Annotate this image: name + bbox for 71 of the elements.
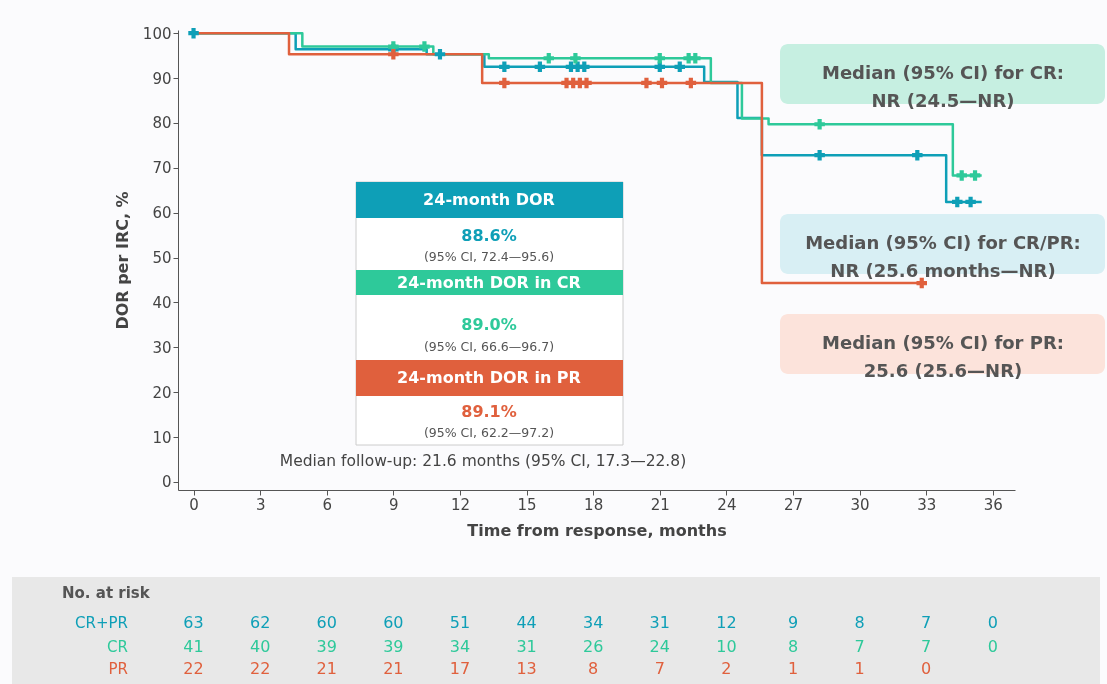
x-tick-label: 12: [450, 495, 471, 514]
annotation: (95% CI, 66.6—96.7): [423, 339, 555, 354]
annotation: (95% CI, 62.2—97.2): [423, 425, 555, 440]
text: CR+PR: [75, 614, 128, 632]
y-tick-label: 50: [152, 249, 172, 268]
point: [581, 77, 592, 89]
point: [579, 61, 590, 73]
text: No. at risk: [62, 584, 151, 602]
y-tick-label: 40: [152, 293, 172, 312]
annotation: Median (95% CI) for PR: 25.6 (25.6—NR): [822, 332, 1064, 381]
y-tick-label: 20: [152, 383, 172, 402]
annotation: 89.1%: [461, 402, 517, 421]
x-tick-label: 18: [584, 495, 604, 514]
y-tick-label: 80: [152, 114, 172, 133]
annotation: 24-month DOR in PR: [397, 368, 581, 387]
point: [965, 196, 976, 208]
x-tick-label: 3: [255, 495, 266, 514]
x-tick-label: 33: [917, 495, 937, 514]
annotation: 24-month DOR in CR: [397, 272, 581, 292]
point: [419, 41, 430, 52]
text: 63 62 60 60 51 44 34 31 12 9 8 7 0: [183, 613, 998, 632]
x-tick-label: 9: [389, 495, 399, 514]
point: [956, 170, 967, 181]
x-axis-title: Time from response, months: [467, 520, 727, 540]
text: 22 22 21 21 17 13 8 7 2 1 1 0: [183, 659, 932, 678]
point: [690, 53, 701, 64]
point: [570, 53, 581, 64]
point: [814, 119, 825, 130]
x-tick-label: 6: [322, 495, 333, 514]
y-tick-label: 60: [152, 204, 172, 223]
point: [388, 48, 399, 60]
x-tick-label: 15: [517, 495, 537, 514]
point: [641, 77, 652, 89]
y-axis-title: DOR per IRC, %: [112, 191, 132, 330]
x-tick-label: 0: [189, 495, 199, 514]
y-tick-label: 10: [152, 428, 172, 447]
y-tick-label: 100: [142, 24, 172, 43]
x-tick-label: 24: [717, 495, 737, 514]
text: CR: [107, 638, 128, 656]
point: [534, 61, 546, 73]
point: [674, 61, 685, 73]
x-tick-label: 30: [850, 495, 870, 514]
x-tick-label: 21: [650, 495, 670, 514]
point: [916, 277, 927, 289]
annotation: 88.6%: [461, 226, 517, 245]
annotation: Median (95% CI) for CR: NR (24.5—NR): [822, 62, 1064, 111]
point: [654, 53, 666, 64]
y-tick-label: 0: [161, 473, 172, 492]
text: PR: [108, 660, 128, 678]
point: [912, 149, 923, 161]
point: [685, 77, 697, 89]
x-tick-label: 36: [983, 495, 1003, 514]
y-tick-label: 70: [152, 159, 172, 178]
point: [969, 170, 981, 181]
annotation: Median follow-up: 21.6 months (95% CI, 17.3—22.8): [279, 452, 687, 470]
point: [656, 77, 668, 89]
y-tick-label: 30: [152, 338, 172, 357]
x-tick-label: 27: [783, 495, 804, 514]
annotation: (95% CI, 72.4—95.6): [423, 249, 555, 264]
point: [952, 196, 963, 208]
point: [499, 61, 510, 73]
annotation: Median (95% CI) for CR/PR: NR (25.6 months—NR): [805, 232, 1081, 281]
point: [188, 27, 199, 39]
point: [543, 53, 555, 64]
annotation: 89.0%: [461, 315, 517, 334]
point: [499, 77, 510, 89]
point: [814, 149, 825, 161]
y-tick-label: 90: [152, 69, 172, 88]
annotation: 24-month DOR: [423, 190, 555, 209]
point: [434, 48, 446, 60]
text: 41 40 39 39 34 31 26 24 10 8 7 7 0: [183, 637, 998, 656]
